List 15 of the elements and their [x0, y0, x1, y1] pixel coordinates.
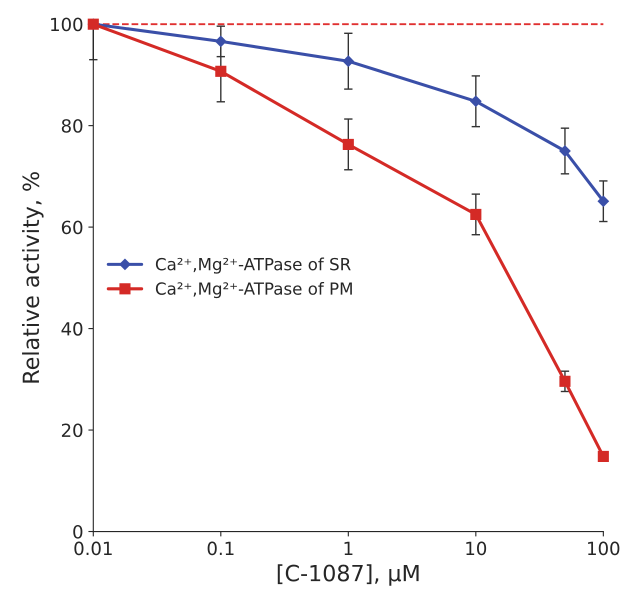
legend-label: Ca²⁺,Mg²⁺-ATPase of SR: [156, 258, 351, 274]
legend-label: Ca²⁺,Mg²⁺-ATPase of PM: [156, 282, 352, 298]
x-axis-title: [C-1087], μM: [278, 564, 419, 586]
x-tick-label: 0.01: [74, 542, 112, 556]
x-tick-label: 10: [466, 542, 486, 556]
y-axis-title: Relative activity, %: [22, 172, 44, 383]
y-tick-label: 60: [62, 220, 82, 234]
y-tick-label: 100: [51, 18, 82, 32]
y-tick-label: 80: [62, 119, 82, 133]
x-tick-label: 0.1: [208, 542, 234, 556]
x-tick-label: 1: [344, 542, 352, 555]
y-tick-label: 40: [61, 322, 82, 336]
y-tick-label: 0: [73, 524, 82, 539]
y-tick-label: 20: [62, 424, 82, 438]
x-tick-label: 100: [588, 542, 620, 556]
